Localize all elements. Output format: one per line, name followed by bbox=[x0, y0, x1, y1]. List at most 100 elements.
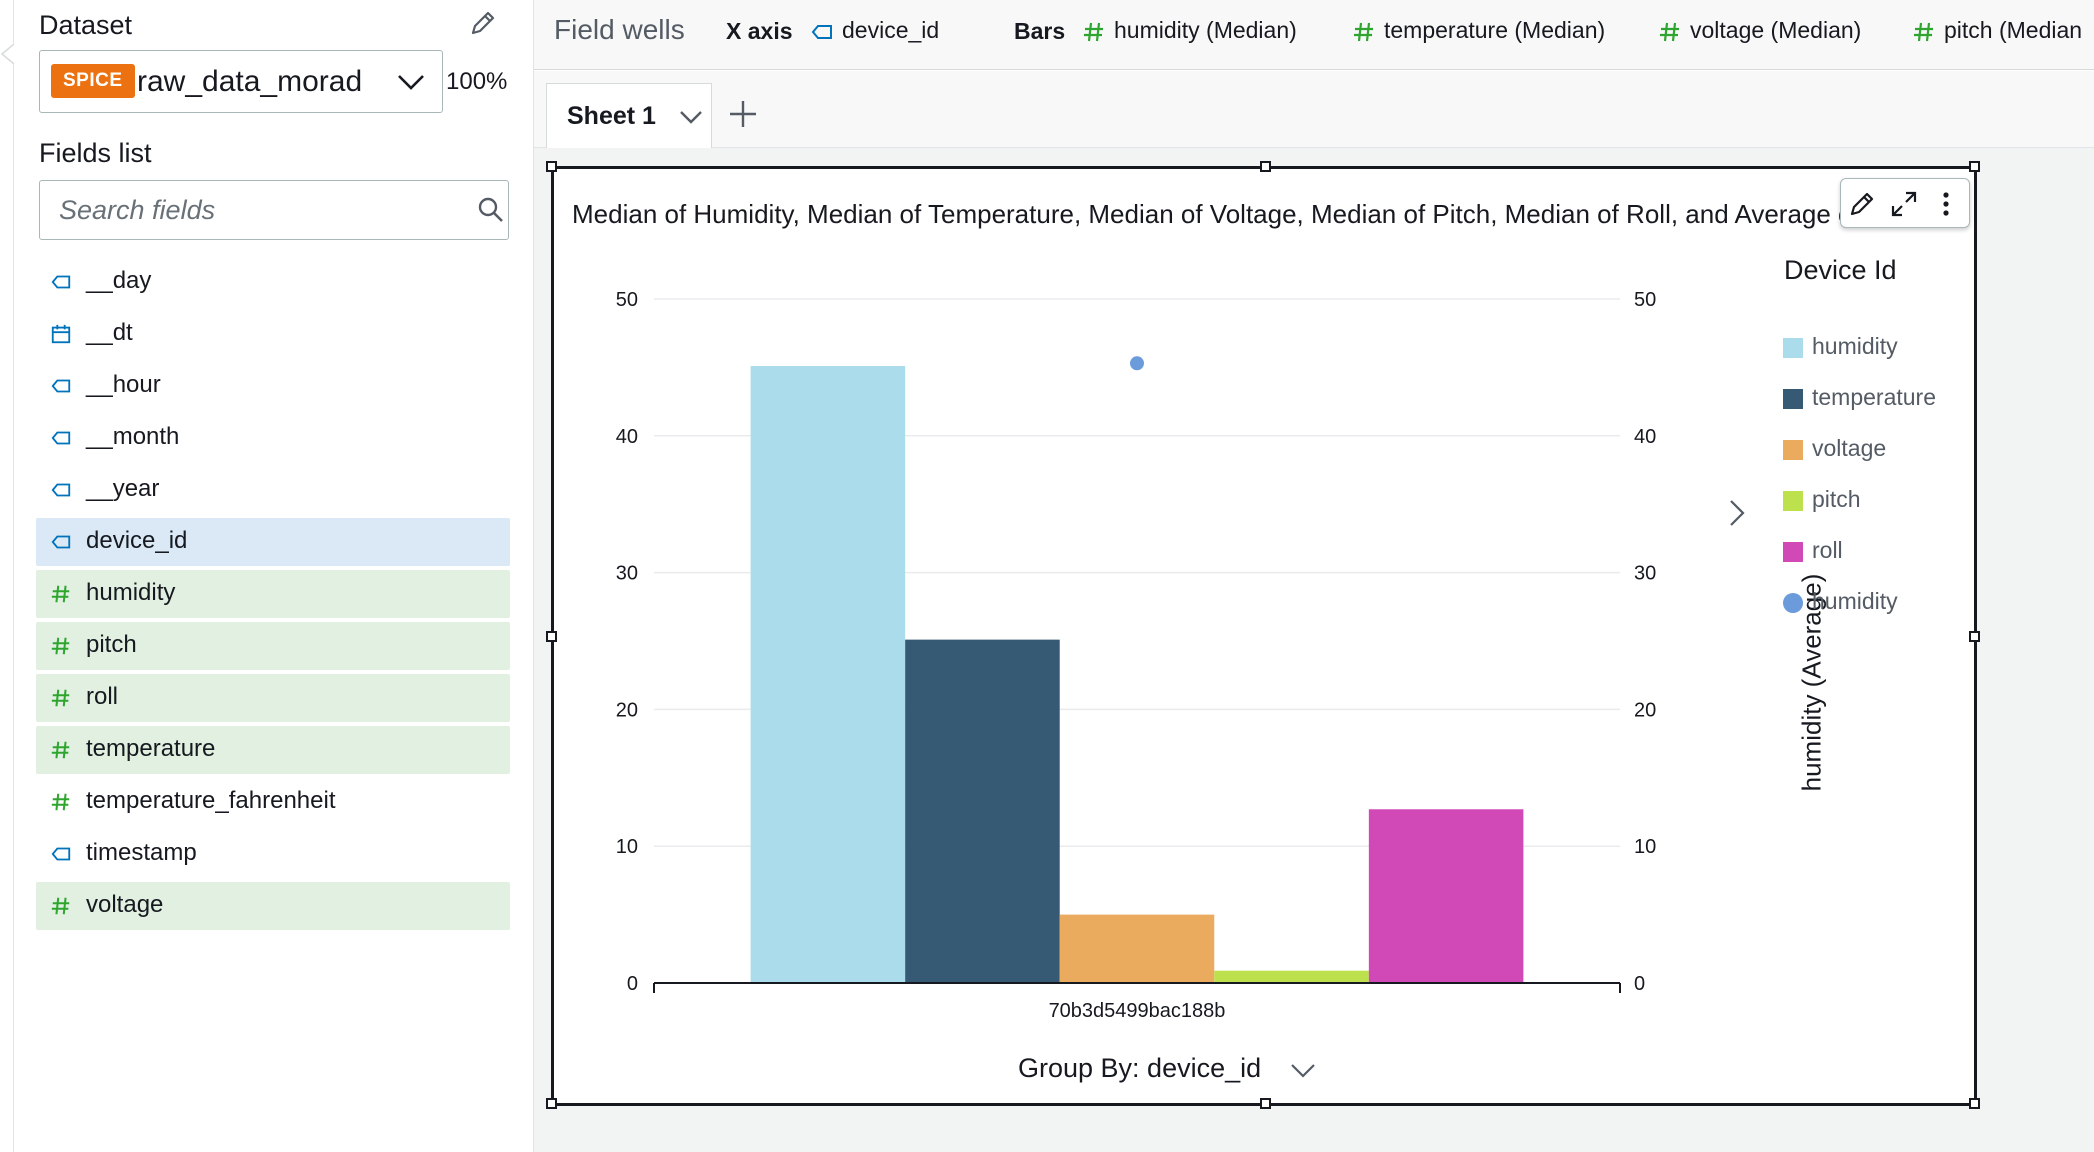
resize-handle[interactable] bbox=[1969, 161, 1980, 172]
field-item-timestamp[interactable]: timestamp bbox=[36, 830, 510, 878]
chevron-down-icon bbox=[398, 75, 424, 90]
bars-field-name: temperature (Median) bbox=[1384, 17, 1606, 43]
legend-label: roll bbox=[1812, 537, 1843, 563]
legend-label: humidity bbox=[1812, 588, 1898, 614]
tab-sheet-1[interactable]: Sheet 1 bbox=[546, 83, 712, 149]
search-icon[interactable] bbox=[476, 195, 506, 225]
y-axis-tick-label: 40 bbox=[616, 426, 638, 448]
field-label: __hour bbox=[86, 371, 161, 398]
field-item-humidity[interactable]: humidity bbox=[36, 570, 510, 618]
y-axis-tick-label: 50 bbox=[616, 289, 638, 311]
field-item-temperature[interactable]: temperature bbox=[36, 726, 510, 774]
field-item-roll[interactable]: roll bbox=[36, 674, 510, 722]
data-panel: Dataset SPICE raw_data_morad 100% Fields… bbox=[14, 0, 534, 1152]
field-item-dt[interactable]: __dt bbox=[36, 310, 510, 358]
legend-swatch bbox=[1783, 491, 1803, 511]
y2-axis-tick-label: 10 bbox=[1634, 836, 1656, 858]
search-fields-input[interactable] bbox=[40, 181, 460, 239]
edit-pencil-icon[interactable] bbox=[1847, 189, 1877, 219]
field-item-hour[interactable]: __hour bbox=[36, 362, 510, 410]
bar-roll[interactable] bbox=[1368, 809, 1524, 983]
field-item-voltage[interactable]: voltage bbox=[36, 882, 510, 930]
y2-axis-tick-label: 20 bbox=[1634, 699, 1656, 721]
field-item-day[interactable]: __day bbox=[36, 258, 510, 306]
field-item-month[interactable]: __month bbox=[36, 414, 510, 462]
field-item-year[interactable]: __year bbox=[36, 466, 510, 514]
dimension-tag-icon bbox=[51, 847, 71, 861]
legend-swatch bbox=[1783, 389, 1803, 409]
field-wells-title[interactable]: Field wells bbox=[554, 14, 685, 45]
resize-handle[interactable] bbox=[1969, 1098, 1980, 1109]
field-label: __dt bbox=[86, 319, 133, 346]
legend-label: temperature bbox=[1812, 384, 1937, 410]
collapsed-left-rail bbox=[0, 0, 14, 1152]
legend-label: pitch bbox=[1812, 486, 1861, 512]
field-wells-bar[interactable]: Field wells X axis device_id Bars humidi… bbox=[534, 0, 2094, 70]
legend-swatch bbox=[1783, 440, 1803, 460]
y-axis-tick-label: 0 bbox=[627, 973, 638, 995]
hash-icon bbox=[51, 897, 70, 915]
x-axis-field-name: device_id bbox=[842, 17, 940, 43]
edit-pencil-icon[interactable] bbox=[468, 8, 498, 38]
hash-icon bbox=[1354, 22, 1373, 42]
chevron-down-icon[interactable] bbox=[677, 104, 705, 130]
search-fields-box bbox=[39, 180, 509, 240]
y-axis-tick-label: 20 bbox=[616, 699, 638, 721]
field-label: __year bbox=[86, 475, 160, 502]
dataset-select[interactable]: SPICE raw_data_morad bbox=[39, 50, 443, 113]
field-label: __day bbox=[86, 267, 152, 294]
bar-voltage[interactable] bbox=[1059, 914, 1215, 983]
field-item-pitch[interactable]: pitch bbox=[36, 622, 510, 670]
visual-title[interactable]: Median of Humidity, Median of Temperatur… bbox=[572, 199, 1872, 229]
sheet-tab-label: Sheet 1 bbox=[567, 102, 656, 130]
bar-pitch[interactable] bbox=[1214, 970, 1369, 983]
bars-field-name: pitch (Median bbox=[1944, 17, 2083, 43]
bar-chart-visual[interactable]: Median of Humidity, Median of Temperatur… bbox=[546, 161, 1980, 1109]
resize-handle[interactable] bbox=[546, 1098, 557, 1109]
bar-humidity[interactable] bbox=[750, 366, 906, 983]
hash-icon bbox=[51, 689, 70, 707]
expand-icon[interactable] bbox=[1889, 189, 1919, 219]
resize-handle[interactable] bbox=[546, 161, 557, 172]
field-label: __month bbox=[86, 423, 180, 450]
field-label: humidity bbox=[86, 579, 176, 606]
point-humidity-average[interactable] bbox=[1130, 356, 1144, 371]
chart-canvas: 0 0 10 10 20 20 30 30 40 40 50 50 70b3d5499bac188b bbox=[616, 289, 1657, 1022]
visual-toolbar bbox=[1840, 178, 1970, 228]
legend-label: humidity bbox=[1812, 333, 1898, 359]
resize-handle[interactable] bbox=[1260, 1098, 1271, 1109]
dataset-heading: Dataset bbox=[39, 10, 133, 40]
bars-field-name: humidity (Median) bbox=[1114, 17, 1297, 43]
dimension-tag-icon bbox=[51, 431, 71, 445]
sheet-tabs-bar: Sheet 1 bbox=[534, 71, 2094, 149]
resize-handle[interactable] bbox=[546, 631, 557, 642]
resize-handle[interactable] bbox=[1260, 161, 1271, 172]
dimension-tag-icon bbox=[51, 379, 71, 393]
x-axis-category-label: 70b3d5499bac188b bbox=[1049, 1000, 1226, 1022]
field-item-device-id[interactable]: device_id bbox=[36, 518, 510, 566]
chevron-down-icon[interactable] bbox=[1288, 1057, 1318, 1083]
bar-temperature[interactable] bbox=[905, 639, 1060, 983]
resize-handle[interactable] bbox=[1969, 631, 1980, 642]
spice-usage-percent: 100% bbox=[446, 68, 508, 95]
field-label: timestamp bbox=[86, 839, 197, 866]
hash-icon bbox=[51, 741, 70, 759]
hash-icon bbox=[51, 793, 70, 811]
dimension-tag-icon bbox=[51, 275, 71, 289]
add-sheet-plus-icon[interactable] bbox=[726, 97, 760, 131]
field-item-temperature-fahrenheit[interactable]: temperature_fahrenheit bbox=[36, 778, 510, 826]
spice-badge: SPICE bbox=[51, 64, 135, 98]
dimension-tag-icon bbox=[51, 483, 71, 497]
field-label: device_id bbox=[86, 527, 188, 554]
y-axis-tick-label: 10 bbox=[616, 836, 638, 858]
x-axis-group-by-label[interactable]: Group By: device_id bbox=[1018, 1053, 1262, 1083]
bars-well-label: Bars bbox=[1014, 18, 1066, 44]
legend-swatch bbox=[1783, 338, 1803, 358]
more-options-icon[interactable] bbox=[1931, 189, 1961, 219]
y-axis-tick-label: 30 bbox=[616, 563, 638, 585]
calendar-icon bbox=[51, 324, 71, 344]
y2-axis-tick-label: 40 bbox=[1634, 426, 1656, 448]
chevron-right-icon[interactable] bbox=[1724, 495, 1750, 531]
hash-icon bbox=[51, 585, 70, 603]
